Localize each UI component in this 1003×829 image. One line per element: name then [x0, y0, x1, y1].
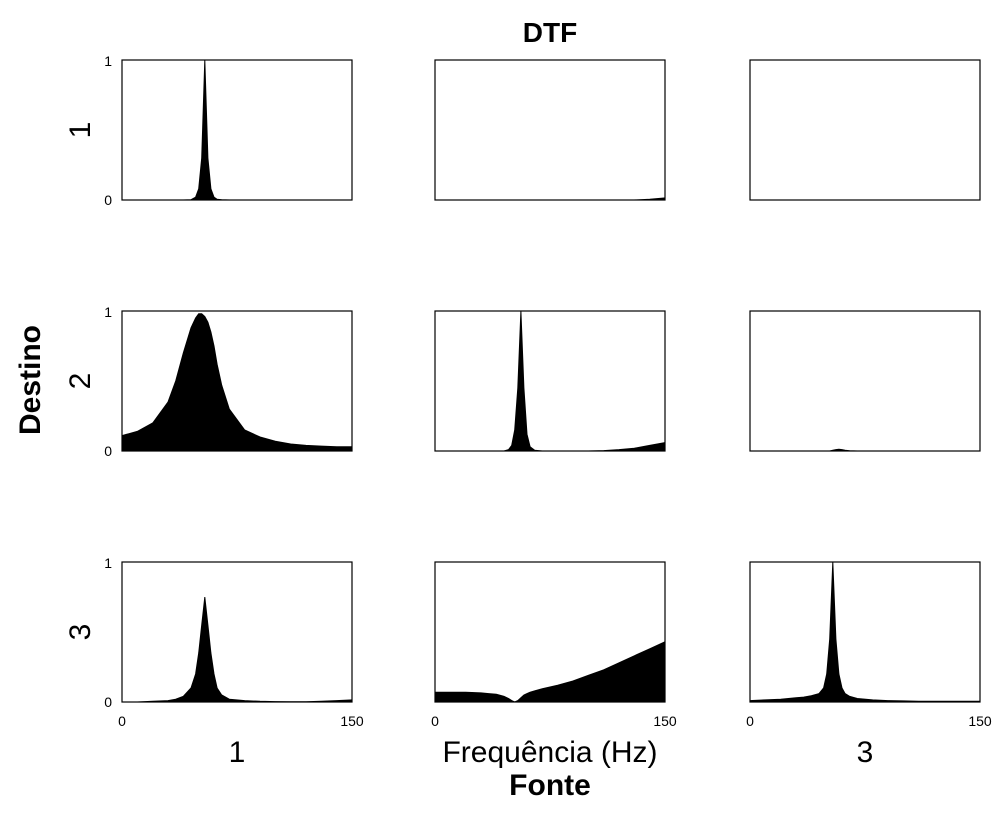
- area-series-r2-c2: [435, 310, 666, 452]
- panel-r1-c2: [434, 59, 666, 201]
- panel-r3-c1: 1 0 3 0 150 1: [64, 555, 364, 769]
- x-tick-label: 150: [653, 713, 677, 729]
- panel-r2-c1: 1 0 2: [64, 304, 353, 459]
- panel-r3-c2: 0 150 Frequência (Hz): [431, 561, 677, 769]
- y-tick-label: 0: [104, 443, 112, 459]
- panel-r2-c2: [434, 310, 666, 452]
- axes-box: [434, 59, 666, 201]
- y-tick-label: 0: [104, 694, 112, 710]
- panel-r3-c3: 0 150 3: [746, 561, 992, 769]
- column-label: 1: [229, 736, 246, 769]
- figure-title: DTF: [523, 17, 577, 48]
- axes-box: [121, 310, 353, 452]
- y-tick-label: 0: [104, 192, 112, 208]
- area-series-r3-c3: [749, 561, 981, 703]
- axes-box: [434, 310, 666, 452]
- axes-box: [434, 561, 666, 703]
- y-axis-label: Destino: [14, 325, 47, 435]
- axes-box: [121, 59, 353, 201]
- x-tick-label: 0: [118, 713, 126, 729]
- x-axis-label: Fonte: [509, 769, 591, 802]
- y-tick-label: 1: [104, 53, 112, 69]
- x-tick-label: 0: [431, 713, 439, 729]
- panel-r1-c1: 1 0 1: [64, 53, 353, 208]
- column-label: Frequência (Hz): [442, 736, 657, 769]
- column-label: 3: [857, 736, 874, 769]
- axes-box: [749, 59, 981, 201]
- axes-box: [749, 561, 981, 703]
- axes-box: [121, 561, 353, 703]
- axes-box: [749, 310, 981, 452]
- row-label: 3: [64, 624, 97, 641]
- row-label: 1: [64, 122, 97, 139]
- panel-r1-c3: [749, 59, 981, 201]
- y-tick-label: 1: [104, 304, 112, 320]
- area-series-r2-c1: [121, 313, 353, 452]
- x-tick-label: 150: [968, 713, 992, 729]
- area-series-r3-c2: [434, 641, 666, 703]
- area-series-r1-c1: [122, 59, 352, 201]
- area-series-r3-c1: [122, 596, 353, 703]
- x-tick-label: 0: [746, 713, 754, 729]
- y-tick-label: 1: [104, 555, 112, 571]
- row-label: 2: [64, 373, 97, 390]
- panel-r2-c3: [749, 310, 981, 452]
- x-tick-label: 150: [340, 713, 364, 729]
